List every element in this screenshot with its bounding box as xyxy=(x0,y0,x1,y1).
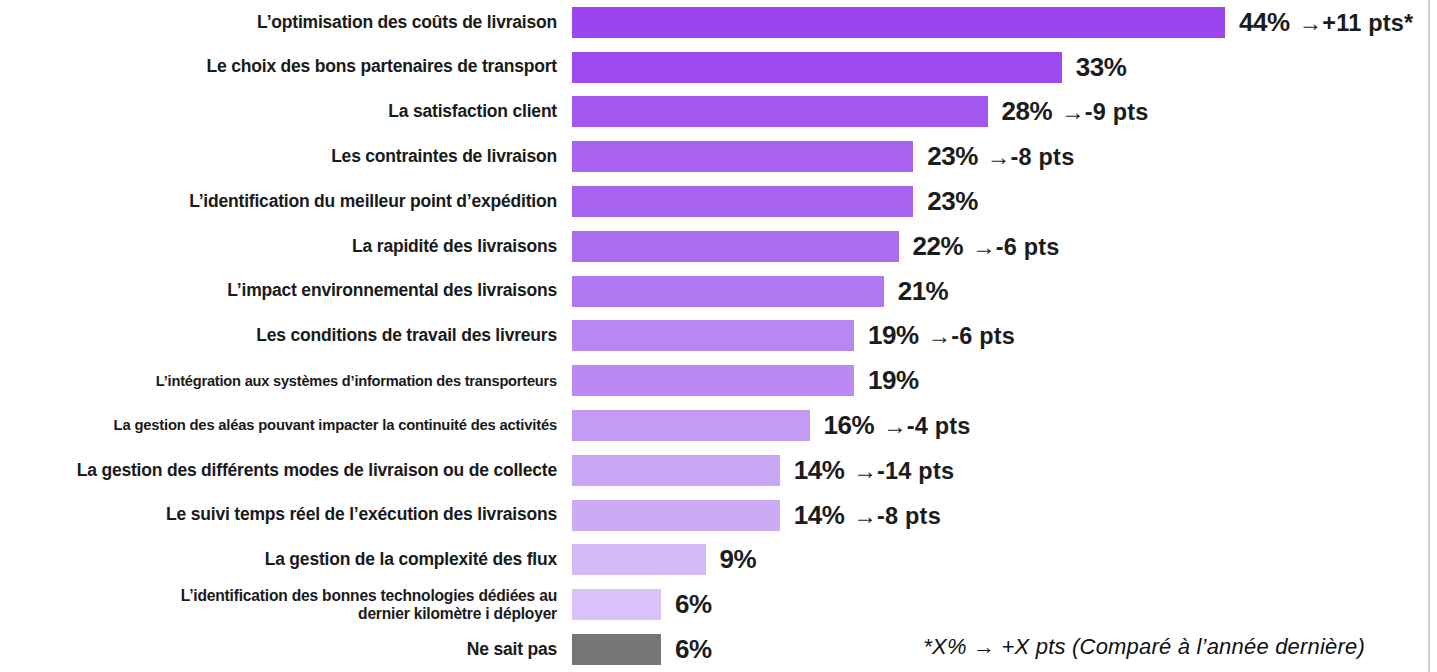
delta-label: →-6 pts xyxy=(972,234,1060,261)
category-label: Les contraintes de livraison xyxy=(331,146,557,166)
value-label: 44% xyxy=(1239,7,1290,38)
delta-label: →-8 pts xyxy=(987,144,1075,171)
category-label: La satisfaction client xyxy=(388,101,557,121)
chart-row: Le choix des bons partenaires de transpo… xyxy=(0,45,1437,90)
chart-row: L’identification du meilleur point d’exp… xyxy=(0,179,1437,224)
category-label: La gestion de la complexité des flux xyxy=(265,549,557,569)
category-label: La rapidité des livraisons xyxy=(352,236,557,256)
bar xyxy=(572,455,780,486)
chart-row: La satisfaction client 28% →-9 pts xyxy=(0,90,1437,135)
chart-row: Les contraintes de livraison 23% →-8 pts xyxy=(0,134,1437,179)
value-label: 6% xyxy=(675,589,712,620)
value-label: 14% xyxy=(794,500,845,531)
category-label: L’optimisation des coûts de livraison xyxy=(257,12,557,32)
category-label: L’impact environnemental des livraisons xyxy=(227,280,557,300)
bar xyxy=(572,276,884,307)
category-label: Le suivi temps réel de l’exécution des l… xyxy=(166,504,557,524)
value-label: 28% xyxy=(1002,96,1053,127)
bar-chart: L’optimisation des coûts de livraison 44… xyxy=(0,0,1437,672)
bar xyxy=(572,320,854,351)
bar xyxy=(572,7,1225,38)
bar xyxy=(572,141,913,172)
bar xyxy=(572,589,661,620)
chart-row: Le suivi temps réel de l’exécution des l… xyxy=(0,493,1437,538)
delta-label: →-6 pts xyxy=(928,323,1016,350)
bar xyxy=(572,634,661,665)
value-label: 22% xyxy=(913,231,964,262)
category-label: La gestion des aléas pouvant impacter la… xyxy=(114,417,557,433)
category-label: La gestion des différents modes de livra… xyxy=(77,460,557,480)
chart-rows: L’optimisation des coûts de livraison 44… xyxy=(0,0,1437,672)
value-label: 16% xyxy=(824,410,875,441)
bar xyxy=(572,186,913,217)
chart-row: L’impact environnemental des livraisons … xyxy=(0,269,1437,314)
chart-row: L’intégration aux systèmes d’information… xyxy=(0,358,1437,403)
delta-label: →-9 pts xyxy=(1061,99,1149,126)
value-label: 23% xyxy=(927,141,978,172)
value-label: 19% xyxy=(868,320,919,351)
bar xyxy=(572,365,854,396)
chart-row: L’identification des bonnes technologies… xyxy=(0,582,1437,627)
bar xyxy=(572,231,899,262)
delta-label: →-4 pts xyxy=(883,413,971,440)
bar xyxy=(572,500,780,531)
slide-edge-divider xyxy=(1428,0,1430,672)
value-label: 19% xyxy=(868,365,919,396)
bar xyxy=(572,96,988,127)
category-label: L’identification des bonnes technologies… xyxy=(165,587,557,622)
category-label: Le choix des bons partenaires de transpo… xyxy=(207,56,557,76)
chart-footnote: *X% → +X pts (Comparé à l’année dernière… xyxy=(923,634,1365,660)
value-label: 23% xyxy=(927,186,978,217)
category-label: Les conditions de travail des livreurs xyxy=(256,325,557,345)
category-label: L’identification du meilleur point d’exp… xyxy=(189,191,557,211)
chart-row: Les conditions de travail des livreurs 1… xyxy=(0,314,1437,359)
bar xyxy=(572,544,706,575)
value-label: 33% xyxy=(1076,52,1127,83)
chart-row: La gestion des différents modes de livra… xyxy=(0,448,1437,493)
delta-label: →-14 pts xyxy=(853,458,954,485)
delta-label: →-8 pts xyxy=(853,503,941,530)
value-label: 21% xyxy=(898,276,949,307)
bar xyxy=(572,410,810,441)
chart-row: La gestion des aléas pouvant impacter la… xyxy=(0,403,1437,448)
value-label: 14% xyxy=(794,455,845,486)
value-label: 6% xyxy=(675,634,712,665)
chart-row: La gestion de la complexité des flux 9% xyxy=(0,538,1437,583)
category-label: Ne sait pas xyxy=(467,639,557,659)
chart-row: L’optimisation des coûts de livraison 44… xyxy=(0,0,1437,45)
chart-row: La rapidité des livraisons 22% →-6 pts xyxy=(0,224,1437,269)
delta-label: →+11 pts* xyxy=(1299,10,1414,37)
value-label: 9% xyxy=(720,544,757,575)
category-label: L’intégration aux systèmes d’information… xyxy=(156,373,557,389)
bar xyxy=(572,52,1062,83)
